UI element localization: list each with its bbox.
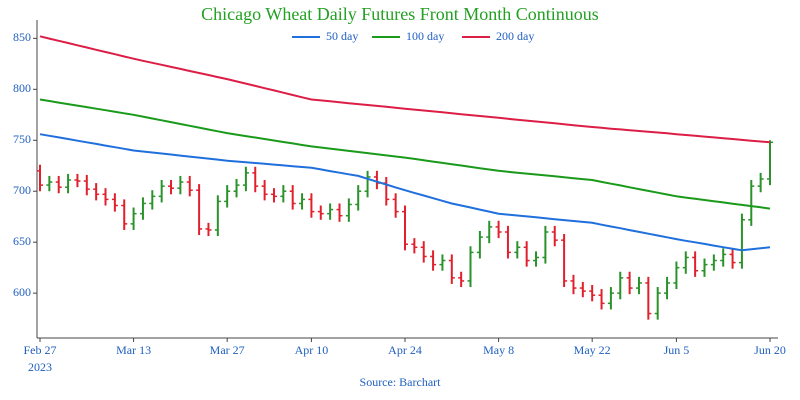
y-tick-label: 800 [13, 81, 31, 95]
y-tick-label: 650 [13, 234, 31, 248]
moving-average-line [39, 133, 771, 252]
legend-label: 50 day [326, 29, 358, 43]
x-tick-label: Apr 10 [295, 343, 329, 357]
chart-title: Chicago Wheat Daily Futures Front Month … [201, 4, 599, 24]
x-tick-label: Jun 20 [754, 343, 786, 357]
x-tick-label: May 22 [574, 343, 611, 357]
x-tick-label: Mar 13 [116, 343, 151, 357]
x-tick-label: Apr 24 [388, 343, 422, 357]
y-tick-label: 600 [13, 285, 31, 299]
x-year-label: 2023 [28, 360, 52, 374]
legend-label: 100 day [406, 29, 444, 43]
x-tick-label: Feb 27 [24, 343, 57, 357]
source-note: Source: Barchart [360, 375, 442, 389]
y-tick-label: 850 [13, 30, 31, 44]
moving-average-line [39, 98, 771, 210]
moving-average-line [39, 35, 771, 144]
y-tick-label: 700 [13, 183, 31, 197]
legend-label: 200 day [496, 29, 534, 43]
x-tick-label: Mar 27 [210, 343, 245, 357]
y-tick-label: 750 [13, 132, 31, 146]
x-tick-label: Jun 5 [664, 343, 690, 357]
x-tick-label: May 8 [483, 343, 514, 357]
